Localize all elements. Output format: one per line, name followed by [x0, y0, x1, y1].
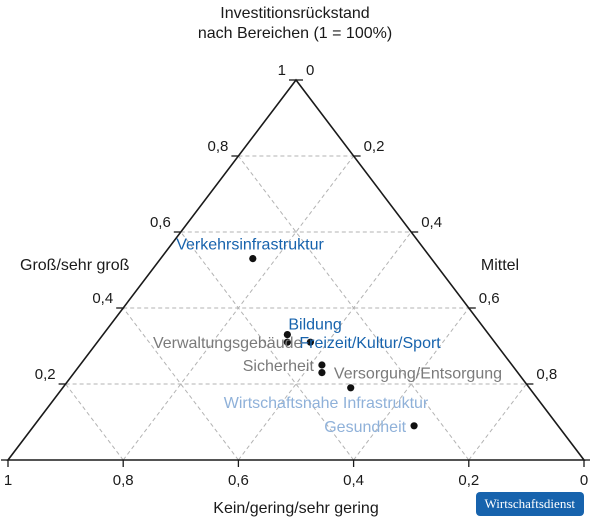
grid-lines [65, 155, 527, 461]
bottom-tick-label: 0,4 [343, 472, 364, 489]
chart-title-line1: Investitionsrückstand [220, 5, 370, 22]
triangle-axes [1, 78, 590, 467]
point-versorgung-entsorgung [318, 369, 326, 377]
data-points [249, 255, 418, 430]
left-tick-label: 0,4 [92, 290, 113, 307]
data-labels: Verkehrsinfrastruktur BildungFreizeit/Kul… [153, 237, 502, 436]
point-bildung [283, 331, 291, 339]
tick-labels: 00,20,40,60,8100,20,40,60,8110,80,60,40,… [4, 62, 588, 489]
chart-title-line2: nach Bereichen (1 = 100%) [197, 25, 393, 42]
bottom-tick-label: 0 [580, 472, 588, 489]
label-freizeit-kultur-sport: Freizeit/Kultur/Sport [299, 335, 441, 352]
point-gesundheit [410, 422, 418, 430]
label-verkehrsinfrastruktur: Verkehrsinfrastruktur [176, 237, 324, 254]
left-tick-label: 1 [278, 62, 286, 79]
triangle-outline [6, 78, 586, 461]
point-freizeit-kultur-sport [283, 338, 291, 346]
point-verkehrsinfrastruktur [249, 255, 257, 263]
label-sicherheit: Sicherheit [243, 358, 315, 375]
label-gesundheit: Gesundheit [324, 419, 406, 436]
label-wirtschaftsnahe-infrastruktur: Wirtschaftsnahe Infrastruktur [224, 395, 429, 412]
label-versorgung-entsorgung: Versorgung/Entsorgung [334, 366, 502, 383]
point-verwaltungsgeb-ude [306, 338, 314, 346]
bottom-tick-label: 1 [4, 472, 12, 489]
grid-line [353, 307, 470, 461]
axis-right-label: Mittel [481, 257, 519, 274]
left-tick-label: 0,6 [150, 214, 171, 231]
label-verwaltungsgeb-ude: Verwaltungsgebäude [153, 335, 303, 352]
grid-line [65, 383, 124, 461]
right-tick-label: 0 [306, 62, 314, 79]
label-bildung: Bildung [288, 317, 341, 334]
right-tick-label: 0,8 [536, 366, 557, 383]
bottom-tick-label: 0,2 [458, 472, 479, 489]
grid-line [238, 231, 412, 461]
left-tick-label: 0,2 [35, 366, 56, 383]
right-tick-label: 0,6 [479, 290, 500, 307]
axis-bottom-label: Kein/gering/sehr gering [213, 500, 378, 517]
right-tick-label: 0,2 [364, 138, 385, 155]
grid-line [122, 307, 239, 461]
axis-left-label: Groß/sehr groß [20, 257, 130, 274]
grid-line [468, 383, 527, 461]
point-wirtschaftsnahe-infrastruktur [347, 384, 355, 392]
point-sicherheit [318, 361, 326, 369]
grid-line [180, 231, 354, 461]
left-tick-label: 0,8 [208, 138, 229, 155]
bottom-tick-label: 0,8 [113, 472, 134, 489]
bottom-tick-label: 0,6 [228, 472, 249, 489]
right-tick-label: 0,4 [421, 214, 442, 231]
brand-badge: Wirtschaftsdienst [475, 492, 584, 516]
